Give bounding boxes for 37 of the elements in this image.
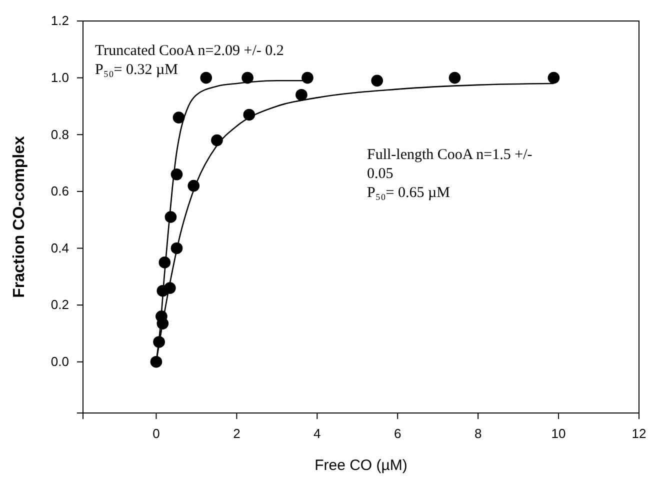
x-tick-label: 6 — [394, 426, 402, 442]
point — [164, 211, 177, 223]
y-tick-label: 0.0 — [50, 354, 69, 370]
x-tick-label: 10 — [551, 426, 566, 442]
point — [158, 256, 171, 268]
y-tick-label: 1.2 — [50, 13, 69, 28]
y-tick-label: 0.2 — [50, 297, 69, 312]
point — [243, 108, 256, 121]
y-tick-label: 0.8 — [50, 126, 69, 142]
annotation: Full-length CooA n=1.5 +/- 0.05 P₅₀= 0.65 µM — [367, 147, 532, 201]
point — [153, 336, 165, 348]
x-tick-label: 4 — [314, 426, 321, 442]
x-tick-label: 8 — [474, 426, 482, 442]
x-tick-label: 12 — [632, 426, 646, 442]
x-axis-title: Free CO (µM) — [314, 457, 408, 474]
point — [164, 282, 176, 294]
point — [156, 318, 169, 330]
y-tick-label: 1.0 — [50, 70, 69, 85]
point — [448, 72, 461, 84]
annotation: Truncated CooA n=2.09 +/- 0.2 P₅₀= 0.32 µM — [95, 43, 284, 78]
point — [371, 74, 384, 87]
point — [188, 180, 200, 192]
point — [302, 72, 314, 84]
y-axis-title: Fraction CO-complex — [11, 136, 28, 298]
point — [296, 88, 308, 101]
point — [170, 168, 183, 180]
x-tick-label: 0 — [152, 426, 160, 442]
point — [548, 72, 560, 84]
y-tick-label: 0.6 — [50, 184, 69, 199]
x-tick-label: 2 — [233, 426, 240, 442]
point — [200, 72, 212, 84]
point — [211, 134, 223, 146]
point — [242, 72, 254, 84]
point — [172, 112, 185, 124]
point — [150, 356, 162, 368]
y-tick-label: 0.4 — [50, 240, 69, 256]
point — [170, 242, 183, 254]
